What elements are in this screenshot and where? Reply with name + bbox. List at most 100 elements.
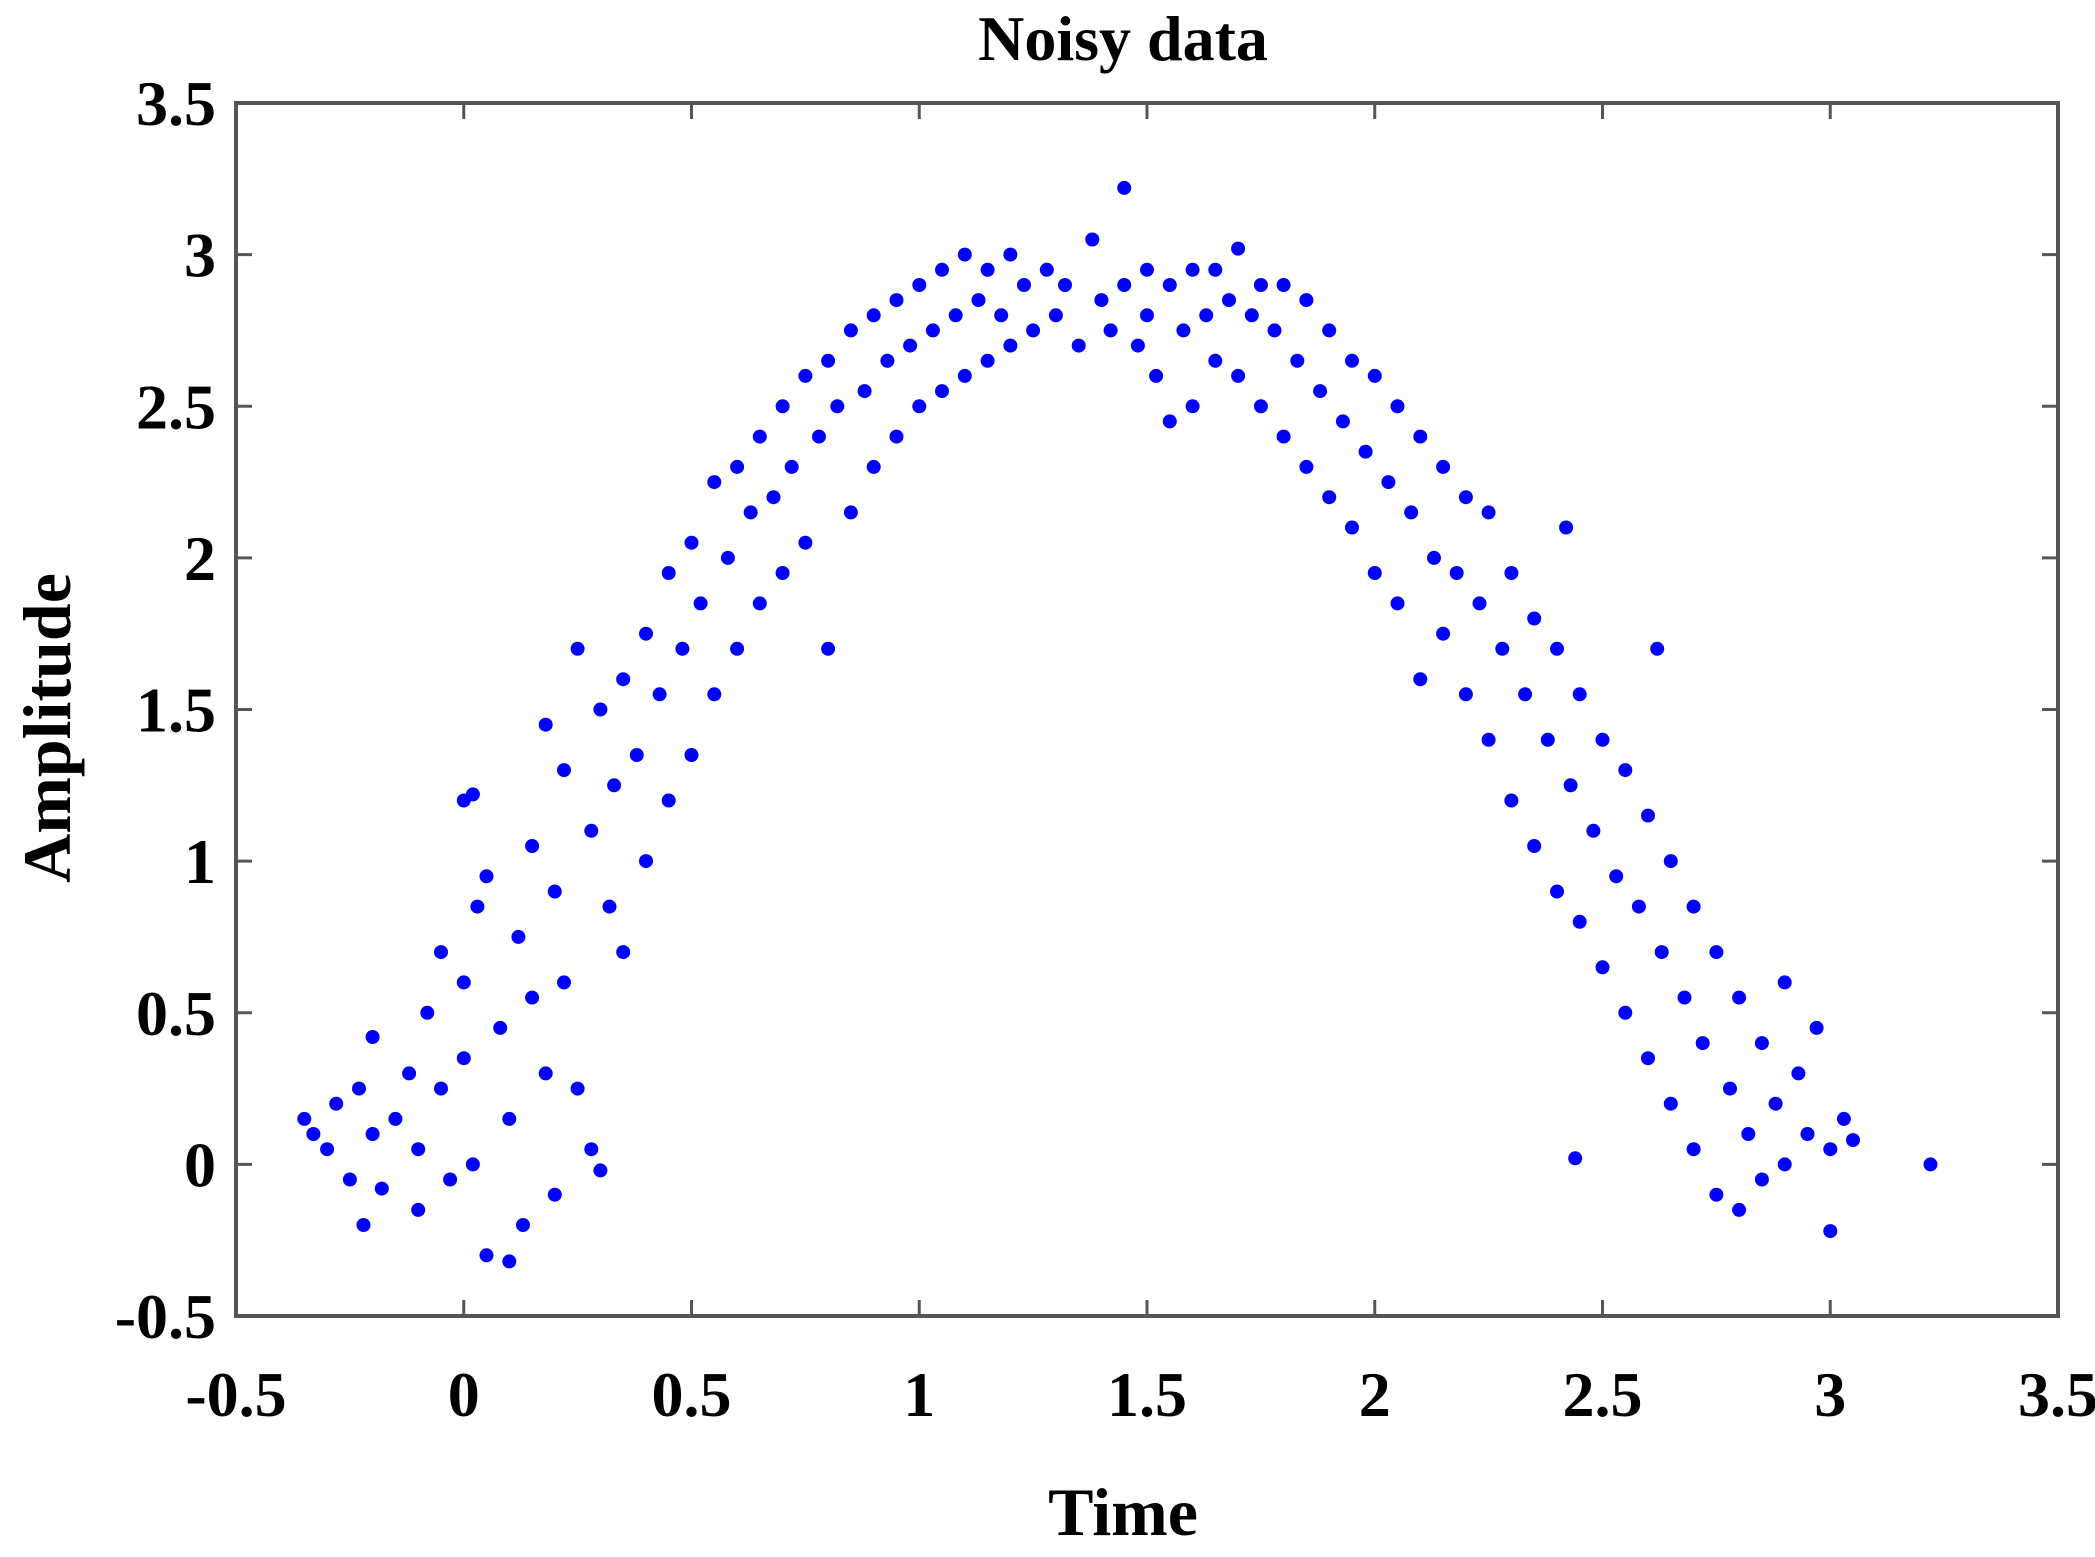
data-point: [1618, 1005, 1633, 1020]
data-point: [1231, 241, 1246, 256]
data-point: [821, 641, 836, 656]
data-point: [352, 1081, 366, 1096]
data-point: [602, 899, 617, 914]
data-point: [1267, 323, 1282, 338]
data-point: [411, 1202, 426, 1217]
data-point: [1003, 338, 1018, 353]
data-point: [1358, 444, 1373, 459]
data-point: [465, 787, 480, 802]
data-point: [1017, 278, 1031, 292]
data-point: [925, 323, 940, 338]
data-point: [1481, 732, 1496, 747]
data-point: [365, 1030, 380, 1044]
data-point: [1367, 566, 1382, 580]
chart-title: Noisy data: [978, 3, 1268, 74]
y-tick-label: 3.5: [136, 68, 216, 139]
data-point: [1413, 672, 1428, 687]
data-point: [1094, 293, 1109, 308]
data-point: [320, 1142, 335, 1157]
data-points: [297, 180, 1938, 1269]
data-point: [356, 1218, 371, 1232]
data-point: [889, 429, 904, 444]
data-point: [775, 399, 790, 414]
data-point: [525, 839, 540, 853]
data-point: [1449, 566, 1464, 580]
x-axis-label: Time: [1048, 1474, 1198, 1550]
data-point: [1709, 1187, 1724, 1202]
data-point: [1754, 1172, 1769, 1187]
data-point: [1381, 475, 1396, 490]
data-point: [1609, 869, 1624, 884]
x-axis-ticks: -0.5 0 0.5 1 1.5 2 2.5 3 3.5: [185, 103, 2095, 1430]
data-point: [388, 1111, 403, 1126]
data-point: [639, 626, 653, 641]
data-point: [456, 975, 471, 990]
data-point: [912, 399, 927, 414]
data-point: [547, 1187, 562, 1202]
y-tick-label: 3: [184, 220, 216, 291]
data-point: [1777, 1157, 1792, 1172]
data-point: [1586, 823, 1601, 838]
data-point: [1231, 368, 1246, 383]
data-point: [912, 278, 927, 292]
data-point: [297, 1111, 312, 1126]
data-point: [880, 353, 895, 368]
data-point: [616, 945, 631, 960]
data-point: [812, 429, 826, 444]
data-point: [1404, 505, 1419, 520]
data-point: [1518, 687, 1533, 702]
data-point: [1299, 459, 1314, 474]
data-point: [584, 823, 599, 838]
data-point: [538, 717, 553, 732]
data-point: [465, 1157, 480, 1172]
data-point: [639, 854, 653, 869]
data-point: [434, 945, 448, 960]
x-tick-label: 1: [903, 1359, 935, 1430]
data-point: [1846, 1133, 1860, 1148]
data-point: [1185, 262, 1200, 277]
data-point: [821, 353, 836, 368]
data-point: [342, 1172, 357, 1187]
data-point: [1641, 808, 1655, 823]
y-tick-label: 2: [184, 523, 216, 594]
data-point: [1162, 414, 1177, 429]
data-point: [1663, 854, 1678, 869]
data-point: [1427, 550, 1441, 565]
data-point: [306, 1127, 321, 1141]
data-point: [1367, 368, 1382, 383]
data-point: [1085, 232, 1100, 247]
data-point: [1244, 308, 1259, 323]
data-point: [538, 1066, 553, 1081]
data-point: [402, 1066, 417, 1081]
data-point: [1103, 323, 1118, 338]
data-point: [1176, 323, 1191, 338]
data-point: [1723, 1081, 1737, 1096]
data-point: [456, 1051, 471, 1066]
data-point: [1253, 399, 1268, 414]
x-tick-label: 0: [448, 1359, 480, 1430]
data-point: [935, 262, 949, 277]
data-point: [616, 672, 631, 687]
data-point: [1654, 945, 1669, 960]
data-point: [374, 1181, 389, 1196]
data-point: [493, 1020, 508, 1035]
data-point: [957, 247, 972, 262]
data-point: [1117, 180, 1132, 195]
x-tick-label: 3.5: [2018, 1359, 2095, 1430]
data-point: [1550, 884, 1564, 899]
data-point: [903, 338, 918, 353]
data-point: [948, 308, 963, 323]
data-point: [971, 293, 986, 308]
y-tick-label: 1: [184, 826, 216, 897]
data-point: [1595, 732, 1610, 747]
data-point: [1299, 293, 1314, 308]
data-point: [1413, 429, 1428, 444]
data-point: [1140, 262, 1154, 277]
data-point: [935, 384, 949, 399]
y-axis-ticks: -0.5 0 0.5 1 1.5 2 2.5 3 3.5: [115, 68, 2058, 1352]
data-point: [1631, 899, 1646, 914]
data-point: [889, 293, 904, 308]
data-point: [980, 353, 995, 368]
x-tick-label: 1.5: [1107, 1359, 1187, 1430]
